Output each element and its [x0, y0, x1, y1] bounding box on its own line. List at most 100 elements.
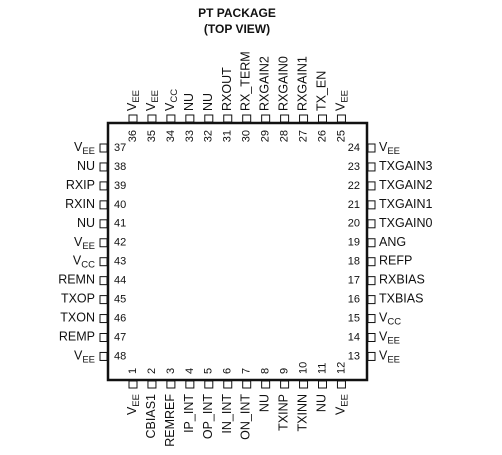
pin-label-subscript: EE [82, 146, 95, 157]
pin-stub [261, 114, 271, 123]
pin-label: NU [201, 93, 215, 111]
pin-label-text: NU [77, 159, 95, 173]
pin-stub [99, 200, 108, 210]
pin-stub [99, 162, 108, 172]
pin-label: ANG [379, 235, 406, 249]
pin-label-subscript: EE [387, 335, 400, 346]
pin-label-text: NU [182, 93, 196, 111]
pin-label-text: TXGAIN2 [379, 178, 433, 192]
pin-label: RXOUT [220, 67, 234, 111]
pin-label: VEE [334, 394, 350, 415]
pin-label-text: IP_INT [182, 394, 196, 433]
pin-number: 6 [222, 368, 234, 374]
pin-label-text: NU [315, 394, 329, 412]
pin-label-subscript: EE [387, 354, 400, 365]
pin-label-subscript: EE [387, 146, 400, 157]
pin-label-text: RXOUT [220, 67, 234, 111]
pin-number: 4 [184, 368, 196, 374]
pin-stub [128, 380, 138, 389]
pin-label: ON_INT [239, 394, 253, 440]
pin-label-text: NU [77, 216, 95, 230]
pin-label: IN_INT [220, 394, 234, 434]
pin-label: RXIN [65, 197, 95, 211]
pin-stub [223, 114, 233, 123]
pin-number: 29 [260, 130, 272, 142]
pin-label: VEE [334, 90, 350, 111]
pin-number: 46 [114, 312, 126, 324]
pin-stub [99, 143, 108, 153]
pin-stub [99, 333, 108, 342]
pin-number: 24 [348, 142, 360, 154]
pin-label-subscript: EE [131, 394, 142, 407]
pin-label: TXGAIN3 [379, 159, 433, 173]
pin-number: 9 [279, 368, 291, 374]
pin-number: 16 [348, 294, 360, 306]
pin-label: IP_INT [182, 394, 196, 433]
pin-number: 13 [348, 350, 360, 362]
pin-label-subscript: CC [168, 89, 179, 103]
pin-label: VEE [74, 140, 95, 156]
pin-label: RXGAIN1 [296, 56, 310, 111]
pin-number: 41 [114, 218, 126, 230]
pin-number: 26 [316, 130, 328, 142]
pin-stub [99, 219, 108, 229]
pin-label-text: V [379, 140, 388, 154]
pin-number: 15 [348, 312, 360, 324]
pin-label: REFP [379, 254, 412, 268]
pin-label-text: TXINN [296, 394, 310, 432]
pin-stub [185, 380, 195, 389]
pin-label-text: V [334, 102, 348, 111]
pin-label-text: NU [201, 93, 215, 111]
pin-stub [299, 114, 309, 123]
pin-stub [99, 238, 108, 248]
pin-number: 30 [241, 130, 253, 142]
pin-label: NU [258, 394, 272, 412]
pin-stub [336, 380, 346, 389]
pin-stub [261, 380, 271, 389]
pin-label: TXINN [296, 394, 310, 432]
pin-number: 33 [184, 130, 196, 142]
pin-label: RXGAIN2 [258, 56, 272, 111]
pin-label-text: RXGAIN0 [277, 56, 291, 111]
pin-number: 10 [297, 362, 309, 374]
pin-label-text: V [125, 102, 139, 111]
pin-stub [367, 351, 376, 361]
pin-stub [99, 295, 108, 305]
pin-stub [147, 114, 157, 123]
pin-label: VEE [74, 235, 95, 251]
pin-label: VEE [379, 140, 400, 156]
pin-label: REMN [58, 273, 95, 287]
pin-number: 1 [127, 368, 139, 374]
pin-label-text: OP_INT [201, 394, 215, 440]
pin-label: RXBIAS [379, 273, 425, 287]
pin-stub [367, 181, 376, 191]
pin-number: 27 [297, 130, 309, 142]
pin-label-subscript: CC [81, 259, 95, 270]
pin-label: NU [182, 93, 196, 111]
pin-label: RXGAIN0 [277, 56, 291, 111]
pin-label-text: TXBIAS [379, 292, 423, 306]
pin-stub [99, 276, 108, 286]
pin-stub [367, 143, 376, 153]
pin-stub [280, 114, 290, 123]
pin-stub [280, 380, 290, 389]
pin-label: VCC [73, 254, 95, 270]
pin-number: 21 [348, 199, 360, 211]
pin-label-text: V [379, 311, 388, 325]
pin-number: 23 [348, 161, 360, 173]
pin-label-text: V [74, 349, 83, 363]
pin-label: RX_TERM [239, 51, 253, 111]
pin-label-text: V [125, 406, 139, 415]
pin-label: REMP [59, 330, 95, 344]
pin-number: 37 [114, 142, 126, 154]
pin-label-text: ON_INT [239, 394, 253, 440]
pin-label-text: NU [258, 394, 272, 412]
pin-label-text: RXIN [65, 197, 95, 211]
pin-label: VEE [74, 349, 95, 365]
pin-label: TXGAIN1 [379, 197, 433, 211]
pin-number: 20 [348, 218, 360, 230]
pin-label-text: IN_INT [220, 394, 234, 434]
pin-label-subscript: EE [149, 90, 160, 103]
pin-number: 40 [114, 199, 126, 211]
